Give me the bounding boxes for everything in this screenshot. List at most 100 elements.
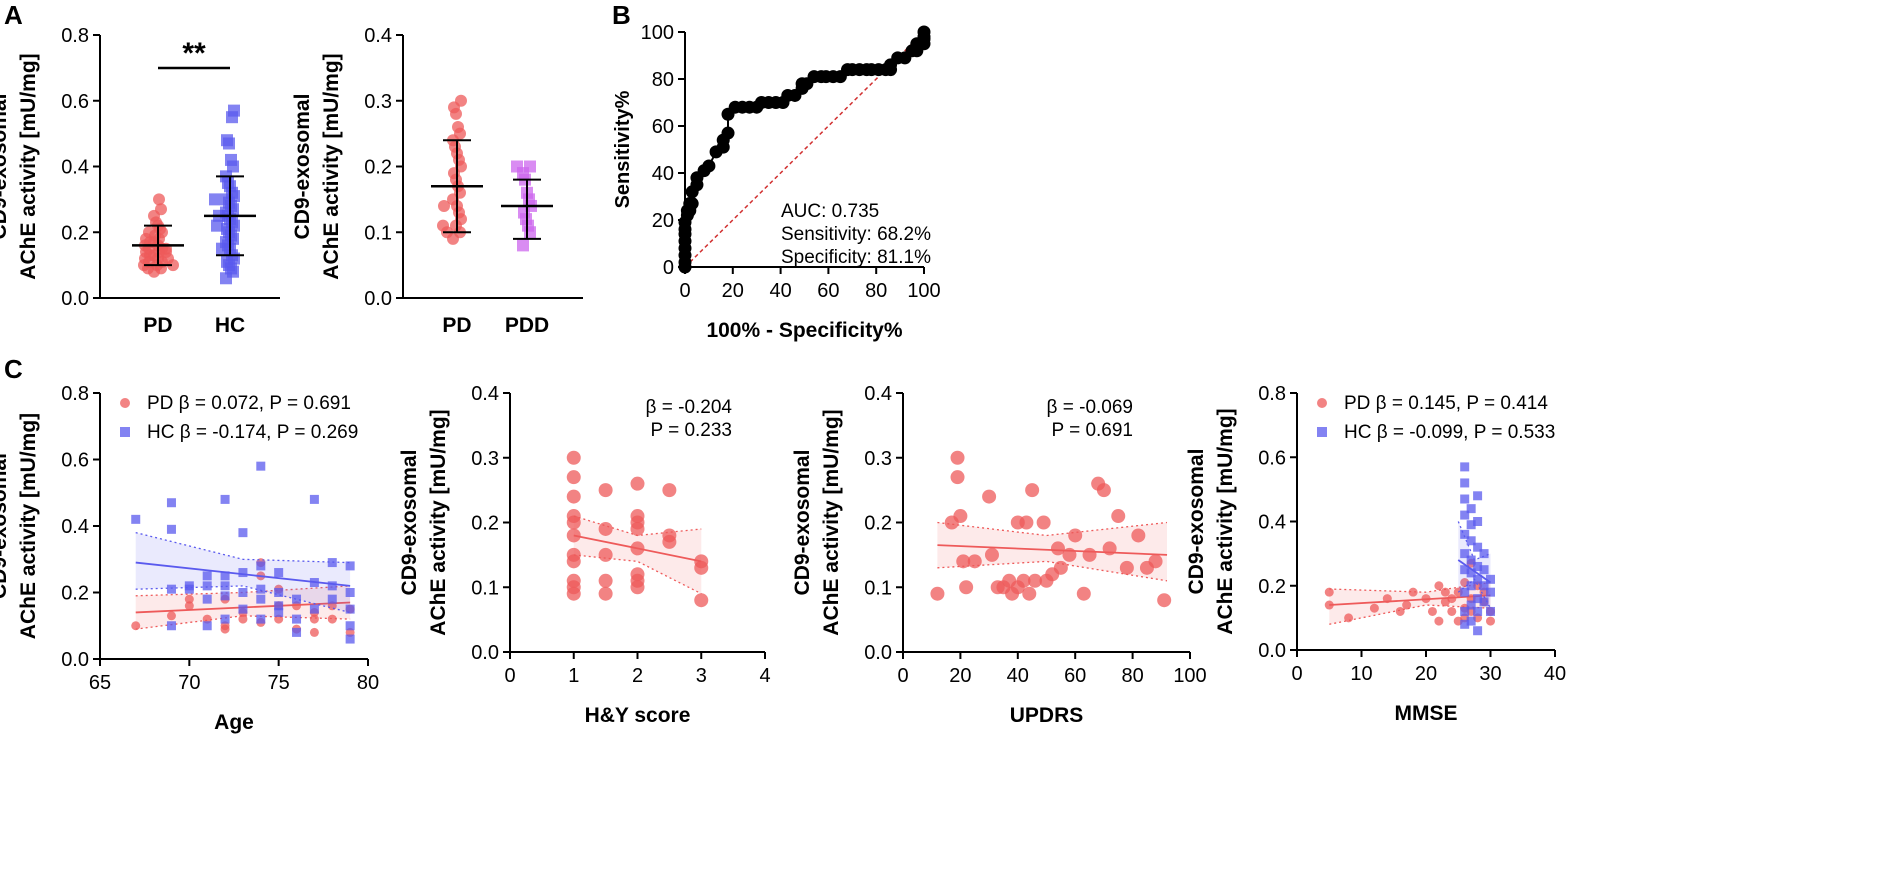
data-point	[1434, 581, 1444, 591]
data-point	[256, 594, 266, 604]
y-tick-label: 0.0	[1258, 640, 1286, 662]
data-point	[309, 627, 319, 637]
y-tick-label: 0.0	[864, 642, 892, 664]
data-point	[953, 509, 968, 524]
x-tick-label: 30	[1479, 663, 1501, 685]
data-point	[226, 111, 238, 124]
data-point	[1473, 542, 1483, 552]
y-tick-label: 20	[652, 210, 674, 232]
data-point	[1022, 586, 1037, 601]
x-category-label: PDD	[505, 314, 549, 337]
x-tick-label: 60	[817, 280, 839, 302]
y-axis-title: CD9-exosomal	[0, 94, 11, 240]
data-point	[566, 489, 581, 504]
x-tick-label: 65	[89, 672, 111, 694]
x-tick-label: 80	[357, 672, 379, 694]
x-tick-label: 0	[1291, 663, 1302, 685]
data-point	[1466, 581, 1476, 591]
chart-c2-hy-score: 0.0 0.1 0.2 0.3 0.4 CD9-exosomal AChE activity…	[398, 383, 771, 727]
data-point	[256, 461, 266, 471]
data-point	[327, 614, 337, 624]
data-point	[1427, 606, 1437, 616]
legend-marker-pd	[1317, 398, 1327, 408]
data-point	[202, 571, 212, 581]
data-point	[1408, 587, 1418, 597]
y-tick-label: 0.3	[471, 448, 499, 470]
data-point	[238, 588, 248, 597]
y-axis-title: AChE activity [mU/mg]	[17, 413, 40, 639]
data-point	[1473, 594, 1483, 604]
data-point	[1473, 517, 1483, 526]
data-point	[524, 160, 536, 173]
x-tick-label: 40	[769, 280, 791, 302]
y-axis-title: CD9-exosomal	[0, 453, 11, 599]
data-point	[221, 134, 233, 147]
significance-label: **	[182, 37, 206, 70]
y-axis-title: CD9-exosomal	[291, 94, 314, 240]
data-point	[566, 586, 581, 601]
x-tick-label: 20	[722, 280, 744, 302]
data-point	[292, 627, 302, 637]
y-tick-label: 0.0	[364, 288, 392, 310]
data-point	[220, 624, 230, 634]
x-tick-label: 75	[268, 672, 290, 694]
data-point	[238, 604, 248, 614]
y-tick-label: 0.2	[61, 222, 89, 244]
y-tick-label: 0.8	[61, 383, 89, 405]
y-tick-label: 0.8	[61, 25, 89, 47]
chart-c3-updrs: 0.0 0.1 0.2 0.3 0.4 CD9-exosomal AChE activity…	[791, 383, 1207, 727]
data-point	[982, 489, 997, 504]
data-point	[1479, 597, 1489, 607]
data-point	[1068, 528, 1083, 543]
data-point	[274, 607, 284, 617]
legend-label: PD β = 0.145, P = 0.414	[1344, 393, 1548, 414]
data-point	[1473, 491, 1483, 501]
x-category-label: PD	[442, 314, 471, 337]
data-point	[220, 571, 230, 581]
x-tick-label: 100	[907, 280, 940, 302]
data-point	[598, 547, 613, 562]
roc-annotation: AUC: 0.735	[781, 201, 879, 222]
data-point	[256, 561, 266, 571]
data-point	[202, 621, 212, 631]
y-tick-label: 0.4	[61, 516, 89, 538]
x-category-label: HC	[215, 314, 245, 337]
data-point	[1082, 547, 1097, 562]
x-tick-label: 20	[949, 665, 971, 687]
data-point	[1479, 581, 1489, 591]
data-point	[1460, 478, 1470, 488]
data-point	[566, 554, 581, 569]
data-point	[511, 160, 523, 173]
data-point	[1460, 462, 1470, 472]
data-point	[238, 568, 248, 578]
data-point	[1486, 616, 1495, 626]
chart-c4-mmse: 0.0 0.2 0.4 0.6 0.8 CD9-exosomal AChE activity…	[1185, 383, 1566, 725]
data-point	[598, 521, 613, 536]
data-point	[309, 604, 319, 614]
data-point	[630, 580, 645, 595]
data-point	[1157, 593, 1172, 608]
data-point	[984, 547, 999, 562]
confidence-upper	[937, 521, 1168, 537]
data-point	[1447, 606, 1457, 616]
legend-label: PD β = 0.072, P = 0.691	[147, 393, 351, 414]
data-point	[1460, 606, 1470, 616]
regression-line	[1457, 559, 1492, 584]
data-point	[1395, 606, 1405, 616]
data-point	[131, 514, 141, 524]
data-point	[1076, 586, 1091, 601]
data-point	[437, 219, 449, 232]
y-tick-label: 0.3	[364, 91, 392, 113]
data-point	[211, 219, 223, 232]
data-point	[1473, 626, 1483, 636]
data-point	[1028, 573, 1043, 588]
data-point	[1466, 555, 1476, 565]
data-point	[1096, 483, 1111, 498]
regression-line	[937, 544, 1168, 556]
data-point	[959, 580, 974, 595]
y-tick-label: 0.0	[471, 642, 499, 664]
data-point	[967, 554, 982, 569]
chart-a1-pd-vs-hc: 0.0 0.2 0.4 0.6 0.8 CD9-exosomal AChE activity…	[0, 25, 280, 337]
roc-point	[721, 126, 735, 140]
